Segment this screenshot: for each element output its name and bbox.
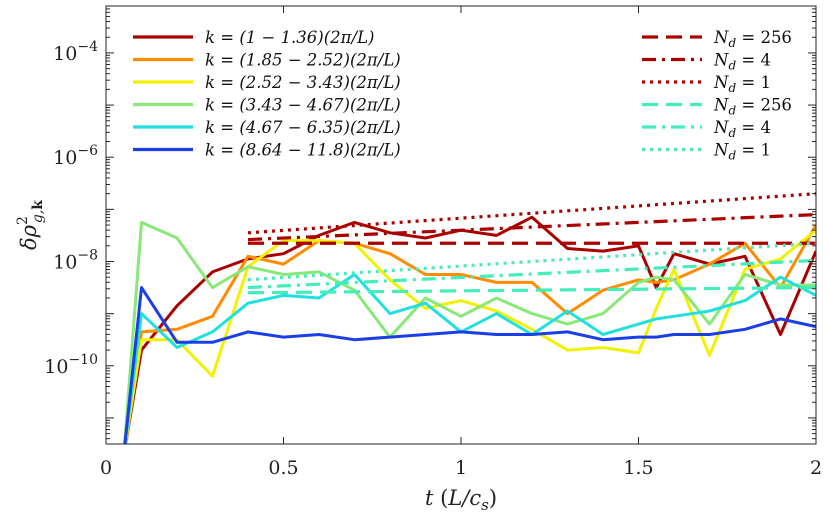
- legend-ref-label-2: Nd = 4: [713, 51, 771, 73]
- series-layer: [123, 215, 816, 444]
- y-tick-label-1: 10−8: [53, 248, 98, 274]
- reference-line-2: [247, 212, 816, 242]
- y-axis-label: δρ2g,k: [15, 200, 46, 250]
- plot-area: [106, 6, 816, 444]
- legend-label-3: k = (2.52 − 3.43)(2π/L): [205, 73, 401, 92]
- x-tick-label: 2: [810, 457, 822, 479]
- series-line-4: [123, 220, 816, 444]
- plot-background: [106, 6, 816, 444]
- series-line-2: [123, 224, 816, 444]
- series-line-1: [124, 215, 816, 444]
- series-line-6: [123, 286, 816, 444]
- legend-label-2: k = (1.85 − 2.52)(2π/L): [205, 51, 401, 70]
- legend-label-6: k = (8.64 − 11.8)(2π/L): [205, 141, 401, 160]
- y-tick-label-3: 10−4: [53, 39, 98, 65]
- reference-lines-layer: [247, 192, 816, 295]
- legend: k = (1 − 1.36)(2π/L) k = (1.85 − 2.52)(2π…: [133, 28, 792, 163]
- x-tick-label: 1: [455, 457, 467, 479]
- series-line-5: [123, 273, 816, 444]
- legend-ref-label-3: Nd = 1: [713, 73, 771, 95]
- reference-line-6: [247, 241, 816, 282]
- legend-label-1: k = (1 − 1.36)(2π/L): [205, 28, 374, 47]
- x-tick-label: 1.5: [623, 457, 653, 479]
- x-tick-label: 0.5: [268, 457, 298, 479]
- x-tick-label: 0: [100, 457, 112, 479]
- reference-line-5: [247, 258, 816, 290]
- legend-ref-label-5: Nd = 4: [713, 118, 771, 140]
- axes: 0 0.5 1 1.5 2 10−10 10−8 10−6 10−4: [44, 5, 822, 479]
- axis-labels: t (L/cs) δρ2g,k: [15, 200, 497, 514]
- legend-ref-label-6: Nd = 1: [713, 141, 771, 163]
- x-axis-label: t (L/cs): [425, 486, 497, 514]
- y-tick-label-0: 10−10: [44, 352, 98, 378]
- y-tick-label-2: 10−6: [53, 143, 98, 169]
- legend-ref-label-4: Nd = 256: [713, 96, 792, 118]
- legend-label-5: k = (4.67 − 6.35)(2π/L): [205, 118, 401, 137]
- legend-label-4: k = (3.43 − 4.67)(2π/L): [205, 96, 401, 115]
- reference-line-3: [247, 192, 816, 235]
- legend-ref-label-1: Nd = 256: [713, 28, 792, 50]
